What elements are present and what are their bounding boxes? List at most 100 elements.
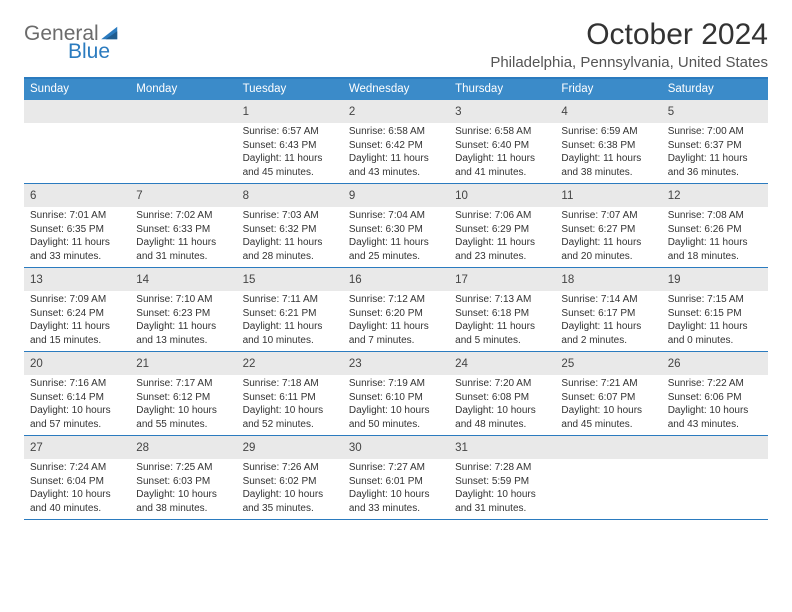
day-number: 8 xyxy=(243,190,249,202)
sunset-text: Sunset: 6:06 PM xyxy=(668,391,762,405)
day-details: Sunrise: 7:12 AMSunset: 6:20 PMDaylight:… xyxy=(343,291,449,351)
day-details: Sunrise: 7:18 AMSunset: 6:11 PMDaylight:… xyxy=(237,375,343,435)
daylight-text: Daylight: 11 hours and 2 minutes. xyxy=(561,320,655,347)
sunset-text: Sunset: 6:38 PM xyxy=(561,139,655,153)
calendar-cell: 10 Sunrise: 7:06 AMSunset: 6:29 PMDayligh… xyxy=(449,184,555,267)
calendar-page: GeneralBlue October 2024 Philadelphia, P… xyxy=(0,0,792,538)
daylight-text: Daylight: 10 hours and 57 minutes. xyxy=(30,404,124,431)
sunset-text: Sunset: 6:15 PM xyxy=(668,307,762,321)
calendar-cell-empty: . xyxy=(662,436,768,519)
day-number-bar: 23 xyxy=(343,352,449,375)
sunset-text: Sunset: 6:29 PM xyxy=(455,223,549,237)
calendar-cell: 14Sunrise: 7:10 AMSunset: 6:23 PMDayligh… xyxy=(130,268,236,351)
sunset-text: Sunset: 6:12 PM xyxy=(136,391,230,405)
day-details: Sunrise: 6:59 AMSunset: 6:38 PMDaylight:… xyxy=(555,123,661,183)
calendar-cell: 4Sunrise: 6:59 AMSunset: 6:38 PMDaylight… xyxy=(555,100,661,183)
calendar-cell: 20Sunrise: 7:16 AMSunset: 6:14 PMDayligh… xyxy=(24,352,130,435)
day-details: Sunrise: 7:13 AMSunset: 6:18 PMDaylight:… xyxy=(449,291,555,351)
day-number: 6 xyxy=(30,190,36,202)
calendar-cell: 12 Sunrise: 7:08 AMSunset: 6:26 PMDayligh… xyxy=(662,184,768,267)
daylight-text: Daylight: 10 hours and 50 minutes. xyxy=(349,404,443,431)
day-details: Sunrise: 7:16 AMSunset: 6:14 PMDaylight:… xyxy=(24,375,130,435)
day-details: Sunrise: 7:26 AMSunset: 6:02 PMDaylight:… xyxy=(237,459,343,519)
day-number-bar: 27 xyxy=(24,436,130,459)
day-number-bar: 9 xyxy=(343,184,449,207)
day-number: 17 xyxy=(455,274,468,286)
sunrise-text: Sunrise: 7:10 AM xyxy=(136,293,230,307)
daylight-text: Daylight: 11 hours and 38 minutes. xyxy=(561,152,655,179)
calendar-grid: Sunday Monday Tuesday Wednesday Thursday… xyxy=(24,77,768,520)
day-details: Sunrise: 6:58 AMSunset: 6:40 PMDaylight:… xyxy=(449,123,555,183)
calendar-cell: 1 Sunrise: 6:57 AMSunset: 6:43 PMDaylight… xyxy=(237,100,343,183)
sunrise-text: Sunrise: 6:58 AM xyxy=(349,125,443,139)
title-block: October 2024 Philadelphia, Pennsylvania,… xyxy=(490,18,768,71)
day-number-bar: . xyxy=(555,436,661,459)
day-number-bar: 24 xyxy=(449,352,555,375)
sunset-text: Sunset: 6:11 PM xyxy=(243,391,337,405)
dow-monday: Monday xyxy=(130,79,236,100)
sunset-text: Sunset: 6:42 PM xyxy=(349,139,443,153)
day-details: Sunrise: 6:57 AMSunset: 6:43 PMDaylight:… xyxy=(237,123,343,183)
calendar-cell: 16 Sunrise: 7:12 AMSunset: 6:20 PMDayligh… xyxy=(343,268,449,351)
day-details: Sunrise: 7:27 AMSunset: 6:01 PMDaylight:… xyxy=(343,459,449,519)
day-details: Sunrise: 7:01 AMSunset: 6:35 PMDaylight:… xyxy=(24,207,130,267)
daylight-text: Daylight: 10 hours and 48 minutes. xyxy=(455,404,549,431)
calendar-cell-empty: . xyxy=(130,100,236,183)
calendar-cell: 2Sunrise: 6:58 AMSunset: 6:42 PMDaylight… xyxy=(343,100,449,183)
week-row: 27Sunrise: 7:24 AMSunset: 6:04 PMDayligh… xyxy=(24,436,768,520)
sunrise-text: Sunrise: 7:06 AM xyxy=(455,209,549,223)
day-number: 12 xyxy=(668,190,681,202)
day-details: Sunrise: 7:04 AMSunset: 6:30 PMDaylight:… xyxy=(343,207,449,267)
sunrise-text: Sunrise: 7:24 AM xyxy=(30,461,124,475)
daylight-text: Daylight: 11 hours and 28 minutes. xyxy=(243,236,337,263)
day-number-bar: 1 xyxy=(237,100,343,123)
day-number: 3 xyxy=(455,106,461,118)
day-details: Sunrise: 7:14 AMSunset: 6:17 PMDaylight:… xyxy=(555,291,661,351)
day-of-week-header: Sunday Monday Tuesday Wednesday Thursday… xyxy=(24,79,768,100)
calendar-cell-empty: . xyxy=(24,100,130,183)
day-number: 5 xyxy=(668,106,674,118)
day-number-bar: 10 xyxy=(449,184,555,207)
calendar-cell: 9Sunrise: 7:04 AMSunset: 6:30 PMDaylight… xyxy=(343,184,449,267)
dow-wednesday: Wednesday xyxy=(343,79,449,100)
sunset-text: Sunset: 6:18 PM xyxy=(455,307,549,321)
dow-tuesday: Tuesday xyxy=(237,79,343,100)
daylight-text: Daylight: 11 hours and 25 minutes. xyxy=(349,236,443,263)
day-number: 16 xyxy=(349,274,362,286)
day-number-bar: 13 xyxy=(24,268,130,291)
day-details: Sunrise: 7:17 AMSunset: 6:12 PMDaylight:… xyxy=(130,375,236,435)
daylight-text: Daylight: 10 hours and 55 minutes. xyxy=(136,404,230,431)
day-number-bar: 15 xyxy=(237,268,343,291)
day-number-bar: . xyxy=(662,436,768,459)
day-details: Sunrise: 7:00 AMSunset: 6:37 PMDaylight:… xyxy=(662,123,768,183)
day-number: 30 xyxy=(349,442,362,454)
sunset-text: Sunset: 6:14 PM xyxy=(30,391,124,405)
day-details: Sunrise: 6:58 AMSunset: 6:42 PMDaylight:… xyxy=(343,123,449,183)
daylight-text: Daylight: 11 hours and 41 minutes. xyxy=(455,152,549,179)
daylight-text: Daylight: 10 hours and 52 minutes. xyxy=(243,404,337,431)
daylight-text: Daylight: 10 hours and 31 minutes. xyxy=(455,488,549,515)
calendar-cell: 21Sunrise: 7:17 AMSunset: 6:12 PMDayligh… xyxy=(130,352,236,435)
calendar-cell: 5 Sunrise: 7:00 AMSunset: 6:37 PMDaylight… xyxy=(662,100,768,183)
sunset-text: Sunset: 6:27 PM xyxy=(561,223,655,237)
day-details: Sunrise: 7:08 AMSunset: 6:26 PMDaylight:… xyxy=(662,207,768,267)
day-number: 18 xyxy=(561,274,574,286)
month-title: October 2024 xyxy=(490,18,768,52)
calendar-cell-empty: . xyxy=(555,436,661,519)
calendar-cell: 11Sunrise: 7:07 AMSunset: 6:27 PMDayligh… xyxy=(555,184,661,267)
week-row: .. 1 Sunrise: 6:57 AMSunset: 6:43 PMDaylig… xyxy=(24,100,768,184)
daylight-text: Daylight: 10 hours and 45 minutes. xyxy=(561,404,655,431)
day-details: Sunrise: 7:02 AMSunset: 6:33 PMDaylight:… xyxy=(130,207,236,267)
daylight-text: Daylight: 10 hours and 35 minutes. xyxy=(243,488,337,515)
sunset-text: Sunset: 6:07 PM xyxy=(561,391,655,405)
daylight-text: Daylight: 11 hours and 7 minutes. xyxy=(349,320,443,347)
day-number: 23 xyxy=(349,358,362,370)
day-details: Sunrise: 7:25 AMSunset: 6:03 PMDaylight:… xyxy=(130,459,236,519)
sunrise-text: Sunrise: 7:12 AM xyxy=(349,293,443,307)
calendar-cell: 24Sunrise: 7:20 AMSunset: 6:08 PMDayligh… xyxy=(449,352,555,435)
day-number-bar: 22 xyxy=(237,352,343,375)
week-row: 6 Sunrise: 7:01 AMSunset: 6:35 PMDaylight… xyxy=(24,184,768,268)
daylight-text: Daylight: 11 hours and 23 minutes. xyxy=(455,236,549,263)
day-number-bar: 2 xyxy=(343,100,449,123)
day-number: 1 xyxy=(243,106,249,118)
